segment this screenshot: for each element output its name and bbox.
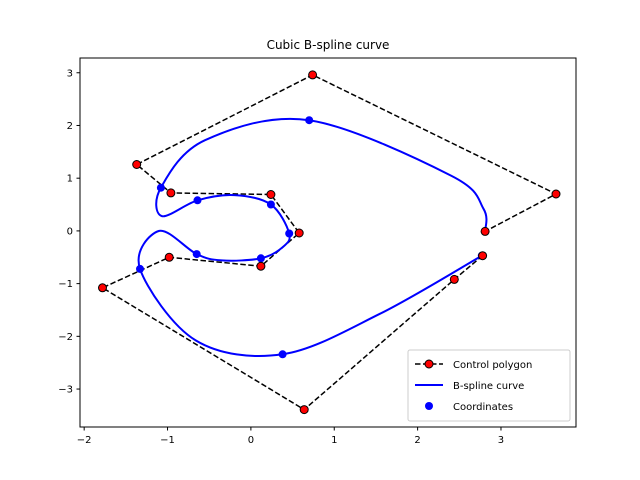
plot-frame (79, 57, 577, 428)
legend-label-coordinates: Coordinates (453, 402, 513, 413)
coordinate-point (136, 264, 144, 273)
legend-marker-coordinates (425, 402, 433, 410)
y-tick-label: −3 (58, 385, 73, 396)
legend-label-bspline-curve: B-spline curve (453, 381, 524, 392)
control-point (294, 228, 304, 238)
coordinate-point (256, 254, 265, 263)
x-tick-label: 0 (248, 435, 254, 446)
coordinate-point (192, 250, 201, 259)
control-point (480, 226, 490, 236)
control-point (132, 160, 142, 169)
chart-title: Cubic B-spline curve (267, 38, 390, 52)
coordinate-point (266, 200, 275, 209)
x-tick-label: 1 (331, 435, 337, 446)
control-point (166, 188, 176, 198)
coordinate-point (305, 116, 314, 125)
legend-label-control-polygon: Control polygon (453, 360, 532, 371)
coordinate-point (285, 229, 294, 238)
legend-box (407, 349, 571, 422)
coordinate-point (278, 350, 287, 359)
x-tick-label: 2 (414, 435, 420, 446)
x-tick-label: −2 (77, 435, 92, 446)
coordinate-point (193, 196, 202, 205)
legend: Control polygon B-spline curve Coordinat… (407, 349, 571, 422)
coordinate-point (156, 183, 165, 192)
axes-layer: −2 −1 0 1 2 3 −3 −2 −1 0 1 2 3 (58, 68, 504, 446)
y-tick-label: 1 (67, 174, 73, 185)
control-point (308, 70, 318, 80)
y-tick-label: −1 (58, 279, 73, 290)
control-point (551, 189, 561, 199)
control-point (449, 274, 459, 284)
y-tick-label: −2 (58, 332, 73, 343)
y-tick-label: 3 (67, 68, 73, 79)
control-point (164, 252, 174, 262)
control-point (98, 283, 107, 293)
control-point (299, 405, 309, 415)
control-point (256, 261, 266, 271)
control-point (266, 190, 276, 199)
y-tick-label: 0 (67, 226, 73, 237)
x-tick-label: −1 (160, 435, 175, 446)
y-tick-label: 2 (67, 121, 73, 132)
x-tick-label: 3 (498, 435, 504, 446)
plot-layer (98, 70, 561, 415)
legend-marker-control-polygon (424, 359, 434, 369)
control-point (478, 251, 488, 261)
